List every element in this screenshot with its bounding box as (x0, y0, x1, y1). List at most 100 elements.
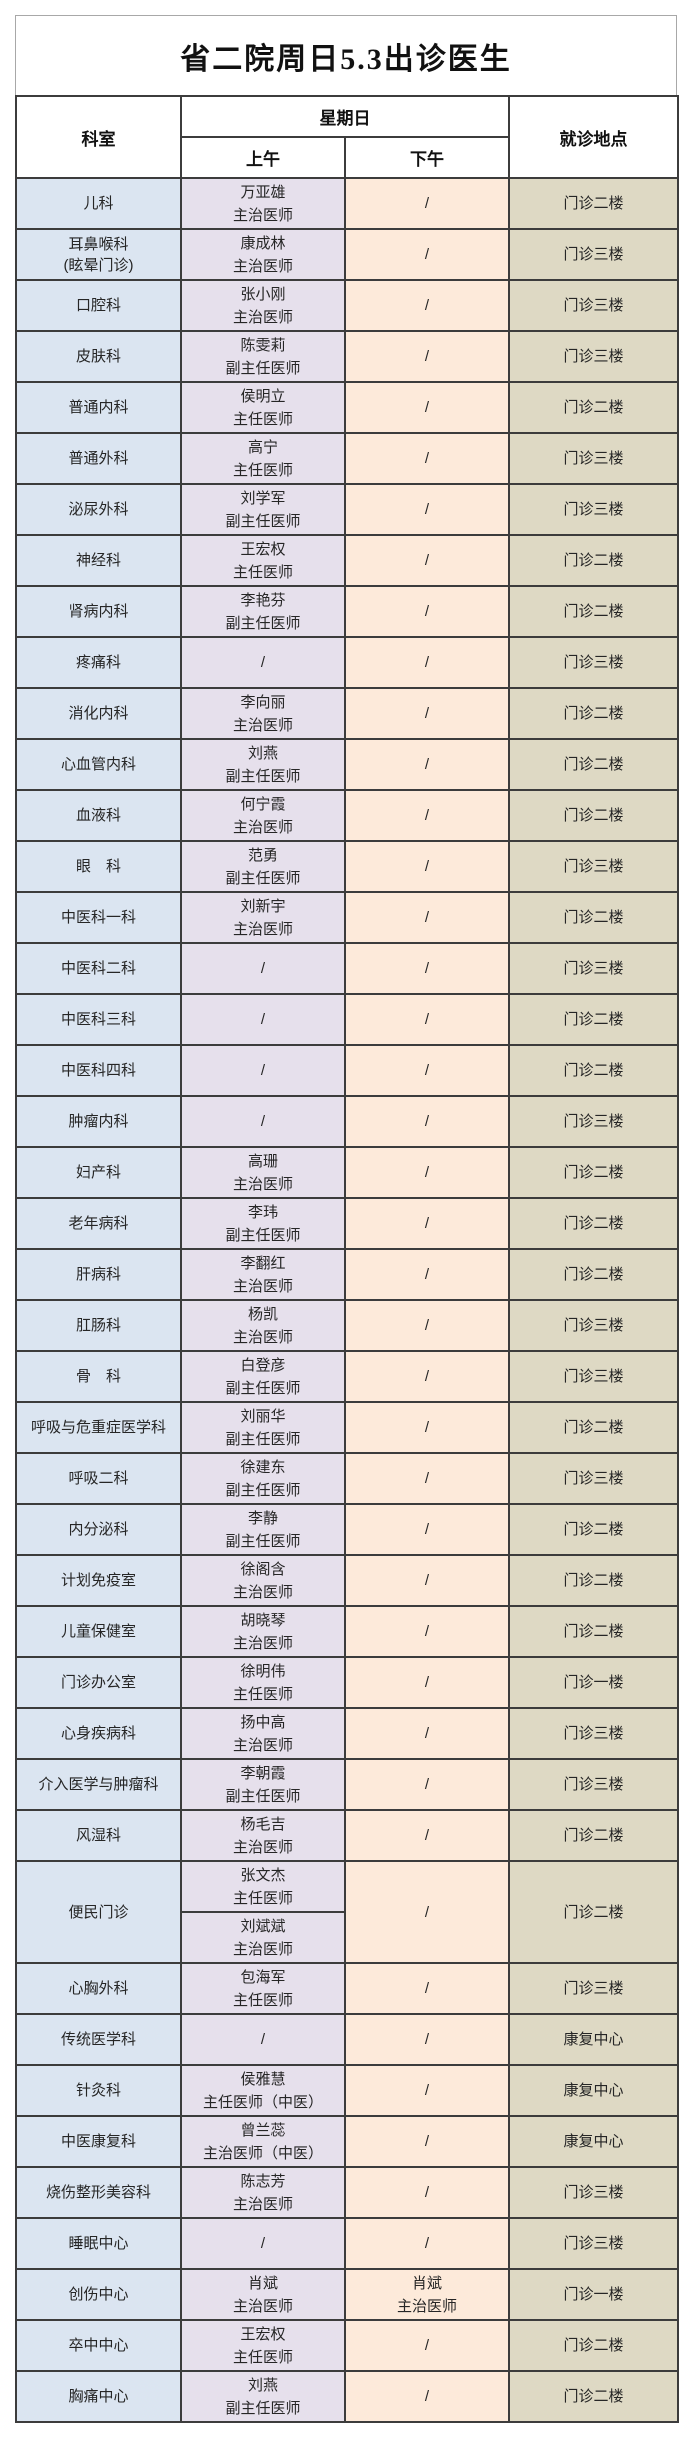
afternoon-cell: / (344, 2064, 510, 2117)
cell-text: 王宏权 (240, 2325, 286, 2343)
afternoon-cell: / (344, 177, 510, 230)
cell-text: 主治医师 (232, 1940, 293, 1958)
table-row: 心身疾病科 扬中高 主治医师 / 门诊三楼 (15, 1707, 679, 1760)
cell-text: 骨 科 (75, 1368, 121, 1385)
location-cell: 门诊三楼 (508, 279, 679, 332)
department-cell: 中医科四科 (15, 1044, 182, 1097)
cell-text: / (424, 960, 430, 977)
cell-text: 副主任医师 (225, 767, 301, 785)
location-cell: 门诊三楼 (508, 1095, 679, 1148)
cell-text: 门诊三楼 (563, 654, 624, 671)
cell-text: 普通内科 (68, 399, 129, 416)
cell-text: 门诊二楼 (563, 807, 624, 824)
cell-text: 门诊二楼 (563, 1572, 624, 1589)
location-cell: 门诊一楼 (508, 1656, 679, 1709)
cell-text: 白登彦 (240, 1356, 286, 1374)
cell-text: 介入医学与肿瘤科 (38, 1776, 159, 1793)
department-cell: 卒中中心 (15, 2319, 182, 2372)
location-cell: 门诊二楼 (508, 1605, 679, 1658)
location-cell: 门诊二楼 (508, 1248, 679, 1301)
department-cell: 风湿科 (15, 1809, 182, 1862)
table-row: 妇产科 高珊 主治医师 / 门诊二楼 (15, 1146, 679, 1199)
table-row: 中医康复科 曾兰蕊 主治医师（中医） / 康复中心 (15, 2115, 679, 2168)
cell-text: 门诊三楼 (563, 246, 624, 263)
table-row: 血液科 何宁霞 主治医师 / 门诊二楼 (15, 789, 679, 842)
afternoon-cell: / (344, 687, 510, 740)
cell-text: 王宏权 (240, 540, 286, 558)
department-cell: 呼吸二科 (15, 1452, 182, 1505)
table-row: 便民门诊 张文杰 主任医师 / 门诊二楼 (15, 1860, 679, 1964)
department-cell: 老年病科 (15, 1197, 182, 1250)
cell-text: / (424, 2184, 430, 2201)
morning-cell: 徐建东 副主任医师 (180, 1452, 346, 1505)
cell-text: 主治医师 (232, 920, 293, 938)
table-row: 消化内科 李向丽 主治医师 / 门诊二楼 (15, 687, 679, 740)
cell-text: 门诊二楼 (563, 705, 624, 722)
afternoon-cell: / (344, 585, 510, 638)
cell-text: / (424, 1725, 430, 1742)
cell-text: 主治医师 (232, 257, 293, 275)
cell-text: 曾兰蕊 (240, 2121, 286, 2139)
cell-text: / (424, 348, 430, 365)
cell-text: 肛肠科 (75, 1317, 121, 1334)
morning-cell: 高宁 主任医师 (180, 432, 346, 485)
cell-text: / (424, 2388, 430, 2405)
cell-text: 耳鼻喉科 (68, 235, 129, 253)
cell-text: / (424, 195, 430, 212)
table-row: 肛肠科 杨凯 主治医师 / 门诊三楼 (15, 1299, 679, 1352)
cell-text: 副主任医师 (225, 1532, 301, 1550)
cell-text: 门诊三楼 (563, 960, 624, 977)
cell-text: 主任医师 (232, 461, 293, 479)
cell-text: 副主任医师 (225, 1430, 301, 1448)
location-cell: 门诊二楼 (508, 1503, 679, 1556)
cell-text: / (424, 1521, 430, 1538)
cell-text: 张小刚 (240, 285, 286, 303)
location-cell: 门诊二楼 (508, 1554, 679, 1607)
cell-text: 门诊二楼 (563, 1062, 624, 1079)
cell-text: 副主任医师 (225, 869, 301, 887)
department-cell: 肝病科 (15, 1248, 182, 1301)
department-cell: 神经科 (15, 534, 182, 587)
morning-cell: 万亚雄 主治医师 (180, 177, 346, 230)
cell-text: 门诊二楼 (563, 1215, 624, 1232)
cell-text: 老年病科 (68, 1215, 129, 1232)
cell-text: 主任医师 (232, 2348, 293, 2366)
cell-text: 主治医师 (232, 818, 293, 836)
location-cell: 门诊三楼 (508, 483, 679, 536)
afternoon-cell: / (344, 1503, 510, 1556)
department-cell: 儿童保健室 (15, 1605, 182, 1658)
cell-text: / (424, 399, 430, 416)
location-cell: 门诊三楼 (508, 2166, 679, 2219)
cell-text: 门诊二楼 (563, 756, 624, 773)
morning-cell: / (180, 636, 346, 689)
morning-cell: 李朝霞 副主任医师 (180, 1758, 346, 1811)
cell-text: / (424, 1062, 430, 1079)
table-row: 中医科二科 / / 门诊三楼 (15, 942, 679, 995)
cell-text: 儿科 (83, 195, 114, 212)
cell-text: 中医科一科 (60, 909, 136, 926)
cell-text: / (424, 1827, 430, 1844)
morning-cell: / (180, 1095, 346, 1148)
afternoon-cell: / (344, 1044, 510, 1097)
cell-text: 门诊二楼 (563, 1827, 624, 1844)
col-header-location: 就诊地点 (508, 95, 679, 179)
afternoon-cell: / (344, 1809, 510, 1862)
cell-text: 刘燕 (247, 2376, 278, 2394)
cell-text: 康复中心 (563, 2133, 624, 2150)
table-row: 门诊办公室 徐明伟 主任医师 / 门诊一楼 (15, 1656, 679, 1709)
cell-text: 卒中中心 (68, 2337, 129, 2354)
department-cell: 肾病内科 (15, 585, 182, 638)
morning-cell: / (180, 1044, 346, 1097)
table-row: 耳鼻喉科 (眩晕门诊) 康成林 主治医师 / 门诊三楼 (15, 228, 679, 281)
cell-text: 风湿科 (75, 1827, 121, 1844)
morning-cell: 高珊 主治医师 (180, 1146, 346, 1199)
afternoon-cell: / (344, 840, 510, 893)
morning-cell: 李静 副主任医师 (180, 1503, 346, 1556)
table-row: 儿科 万亚雄 主治医师 / 门诊二楼 (15, 177, 679, 230)
cell-text: 主治医师 (232, 1277, 293, 1295)
cell-text: 门诊二楼 (563, 1266, 624, 1283)
cell-text: / (424, 1368, 430, 1385)
cell-text: 副主任医师 (225, 512, 301, 530)
department-cell: 便民门诊 (15, 1860, 182, 1964)
table-row: 传统医学科 / / 康复中心 (15, 2013, 679, 2066)
